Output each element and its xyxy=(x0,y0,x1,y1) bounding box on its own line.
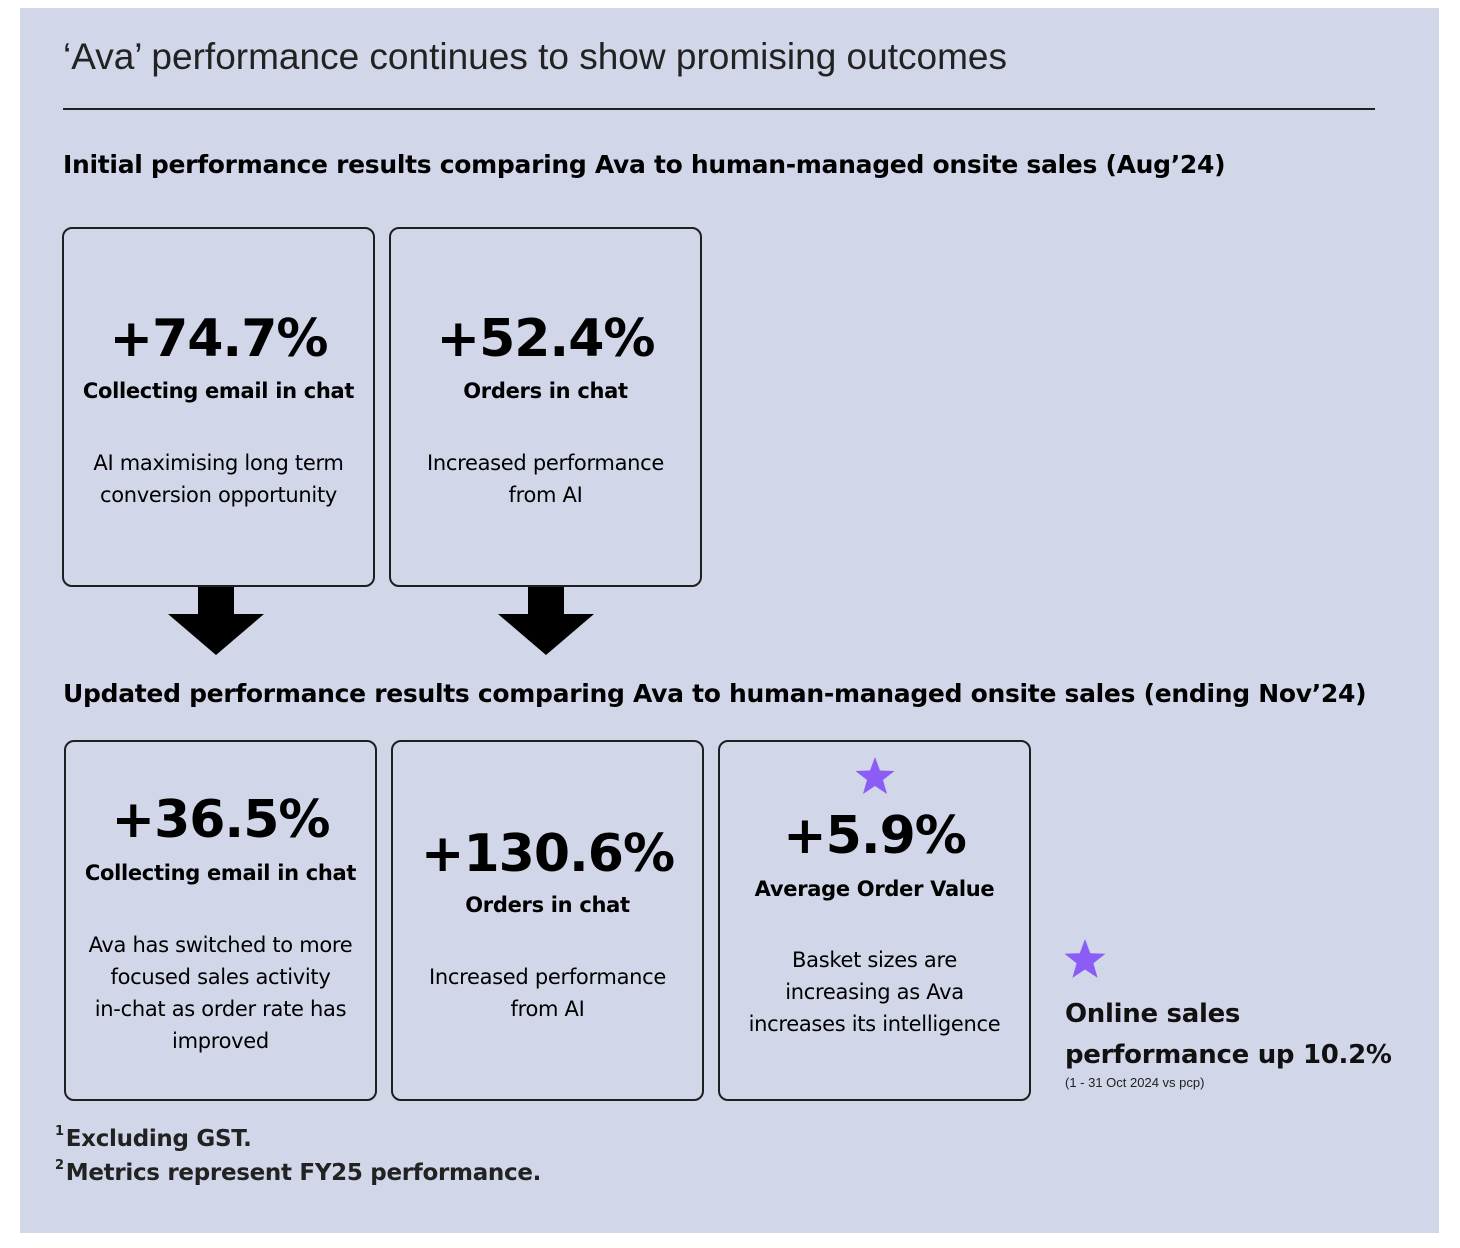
metric-label: Collecting email in chat xyxy=(82,379,355,403)
initial-card-orders: +52.4% Orders in chat Increased performa… xyxy=(389,227,702,587)
metric-value: +130.6% xyxy=(420,824,675,884)
title-divider xyxy=(63,108,1375,110)
updated-card-aov: +5.9% Average Order Value Basket sizes a… xyxy=(718,740,1031,1101)
metric-value: +5.9% xyxy=(783,806,967,866)
description-line: increasing as Ava xyxy=(785,980,964,1004)
footnote-marker: 1 xyxy=(55,1124,64,1139)
description-line: improved xyxy=(172,1029,269,1053)
description-line: in-chat as order rate has xyxy=(94,997,347,1021)
description-line: Increased performance xyxy=(428,965,667,989)
description-line: AI maximising long term xyxy=(93,451,344,475)
footnote-marker: 2 xyxy=(55,1158,64,1173)
metric-value: +52.4% xyxy=(436,309,656,369)
updated-section-heading: Updated performance results comparing Av… xyxy=(63,679,1367,708)
down-arrow-icon xyxy=(168,587,264,655)
description-line: Basket sizes are xyxy=(792,948,957,972)
description-line: focused sales activity xyxy=(110,965,331,989)
star-icon xyxy=(1064,939,1106,978)
metric-description: Increased performance from AI xyxy=(399,961,696,1025)
online-sales-callout: Online sales performance up 10.2% xyxy=(1065,994,1392,1076)
metric-description: Ava has switched to more focused sales a… xyxy=(72,929,369,1057)
metric-value: +74.7% xyxy=(109,309,329,369)
initial-section-heading: Initial performance results comparing Av… xyxy=(63,150,1226,179)
slide xyxy=(20,8,1439,1233)
updated-card-orders: +130.6% Orders in chat Increased perform… xyxy=(391,740,704,1101)
footnote: 1Excluding GST. xyxy=(55,1124,252,1152)
metric-description: AI maximising long term conversion oppor… xyxy=(70,447,367,511)
metric-label: Average Order Value xyxy=(754,877,995,901)
description-line: Ava has switched to more xyxy=(88,933,353,957)
metric-label: Orders in chat xyxy=(465,893,630,917)
description-line: conversion opportunity xyxy=(99,483,338,507)
description-line: Increased performance xyxy=(426,451,665,475)
updated-card-email: +36.5% Collecting email in chat Ava has … xyxy=(64,740,377,1101)
footnote-text: Excluding GST. xyxy=(65,1126,252,1152)
description-line: increases its intelligence xyxy=(748,1012,1001,1036)
metric-description: Basket sizes are increasing as Ava incre… xyxy=(726,944,1023,1040)
metric-label: Orders in chat xyxy=(463,379,628,403)
footnote: 2Metrics represent FY25 performance. xyxy=(55,1158,542,1186)
description-line: from AI xyxy=(508,483,583,507)
star-icon xyxy=(855,757,895,794)
metric-description: Increased performance from AI xyxy=(397,447,694,511)
metric-value: +36.5% xyxy=(111,790,331,850)
page-title: ‘Ava’ performance continues to show prom… xyxy=(63,36,1007,77)
description-line: from AI xyxy=(510,997,585,1021)
online-sales-note: (1 - 31 Oct 2024 vs pcp) xyxy=(1065,1075,1205,1090)
initial-card-email: +74.7% Collecting email in chat AI maxim… xyxy=(62,227,375,587)
footnote-text: Metrics represent FY25 performance. xyxy=(65,1160,542,1186)
online-sales-line: performance up 10.2% xyxy=(1065,1040,1392,1070)
metric-label: Collecting email in chat xyxy=(84,861,357,885)
down-arrow-icon xyxy=(498,587,594,655)
online-sales-line: Online sales xyxy=(1065,999,1241,1029)
